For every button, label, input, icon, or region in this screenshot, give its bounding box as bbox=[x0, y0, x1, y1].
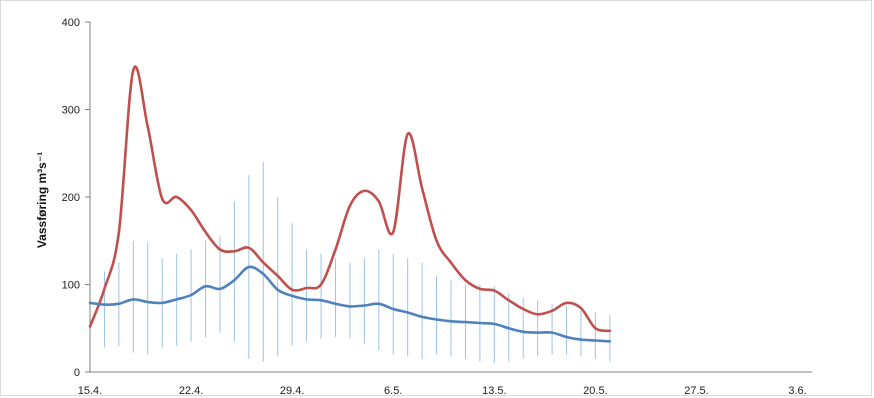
y-tick-label: 200 bbox=[62, 192, 80, 204]
y-axis-label: Vassføring m³s⁻¹ bbox=[35, 152, 49, 248]
y-tick-label: 100 bbox=[62, 280, 80, 292]
y-tick-label: 0 bbox=[74, 367, 80, 379]
x-tick-label: 6.5. bbox=[384, 385, 402, 397]
series-line bbox=[88, 265, 612, 343]
x-tick-label: 27.5. bbox=[684, 385, 708, 397]
x-tick-label: 15.4. bbox=[78, 385, 102, 397]
x-tick-label: 13.5. bbox=[482, 385, 506, 397]
tick-labels: 0 100 200 300 400 15.4. 22.4. 29.4. 6.5. 13.5. 20.… bbox=[62, 17, 807, 397]
x-tick-label: 22.4. bbox=[179, 385, 203, 397]
y-tick-label: 300 bbox=[62, 105, 80, 117]
x-tick-label: 3.6. bbox=[788, 385, 806, 397]
x-tick-label: 29.4. bbox=[280, 385, 304, 397]
y-tick-label: 400 bbox=[62, 17, 80, 29]
axes bbox=[85, 21, 812, 373]
x-tick-label: 20.5. bbox=[583, 385, 607, 397]
series-lines bbox=[88, 65, 612, 343]
series-line bbox=[88, 65, 612, 333]
